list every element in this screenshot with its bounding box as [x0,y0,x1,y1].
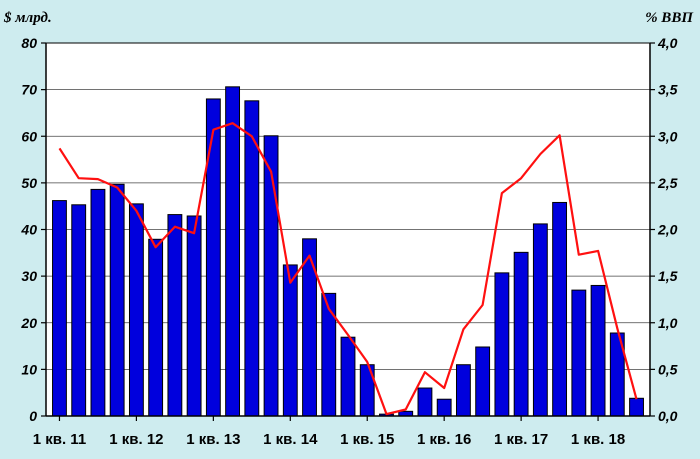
left-tick-label: 80 [21,35,37,51]
left-tick-label: 20 [20,315,37,331]
bar [167,214,183,417]
bar [455,364,471,417]
bar [71,204,87,417]
bar [571,289,587,417]
left-tick-label: 30 [21,268,37,284]
bar [494,272,510,417]
left-tick-label: 10 [21,361,37,377]
x-tick-label: 1 кв. 18 [571,431,625,448]
left-tick-label: 50 [21,175,37,191]
bar [205,98,221,417]
right-tick-label: 0,5 [658,361,678,377]
x-tick-label: 1 кв. 14 [263,431,318,448]
right-tick-label: 0,0 [658,408,678,424]
right-tick-label: 3,5 [658,82,678,98]
bar [475,346,491,417]
bar [282,264,298,417]
left-axis-unit: $ млрд. [3,10,52,26]
right-tick-label: 1,0 [658,315,678,331]
bar [532,223,548,417]
bar [629,397,644,417]
right-tick-label: 2,0 [657,222,678,238]
bar [109,183,125,417]
bar [417,387,433,417]
right-tick-label: 3,0 [658,128,678,144]
gdp-share-line [58,122,638,416]
bar [302,238,317,417]
x-tick-label: 1 кв. 11 [33,431,86,448]
bar [128,203,144,417]
bar [590,284,606,417]
bar [321,292,337,417]
left-tick-label: 60 [21,128,37,144]
right-axis-tick-labels: 0,0 0,5 1,0 1,5 2,0 2,5 3,0 3,5 4,0 [657,35,678,424]
right-tick-label: 4,0 [657,35,678,51]
left-axis-tick-labels: 0 10 20 30 40 50 60 70 80 [20,35,37,424]
bar [552,201,568,417]
x-tick-label: 1 кв. 13 [186,431,240,448]
bar [225,86,241,417]
x-tick-label: 1 кв. 17 [494,431,548,448]
bar [340,336,356,417]
right-axis-unit: % ВВП [645,10,694,26]
bar [52,200,67,417]
left-tick-label: 70 [21,82,37,98]
left-tick-label: 0 [29,408,37,424]
x-tick-label: 1 кв. 16 [417,431,471,448]
bar [90,188,106,417]
right-tick-label: 1,5 [658,268,678,284]
x-tick-label: 1 кв. 15 [340,431,394,448]
bar [244,100,260,417]
bar [513,251,529,417]
x-tick-label: 1 кв. 12 [109,431,163,448]
bar [148,238,164,417]
axes [41,42,655,421]
left-tick-label: 40 [20,222,37,238]
bar [186,215,202,417]
x-axis-tick-labels: 1 кв. 11 1 кв. 12 1 кв. 13 1 кв. 14 1 кв. 15… [33,431,625,448]
bar [436,398,452,417]
right-tick-label: 2,5 [657,175,678,191]
